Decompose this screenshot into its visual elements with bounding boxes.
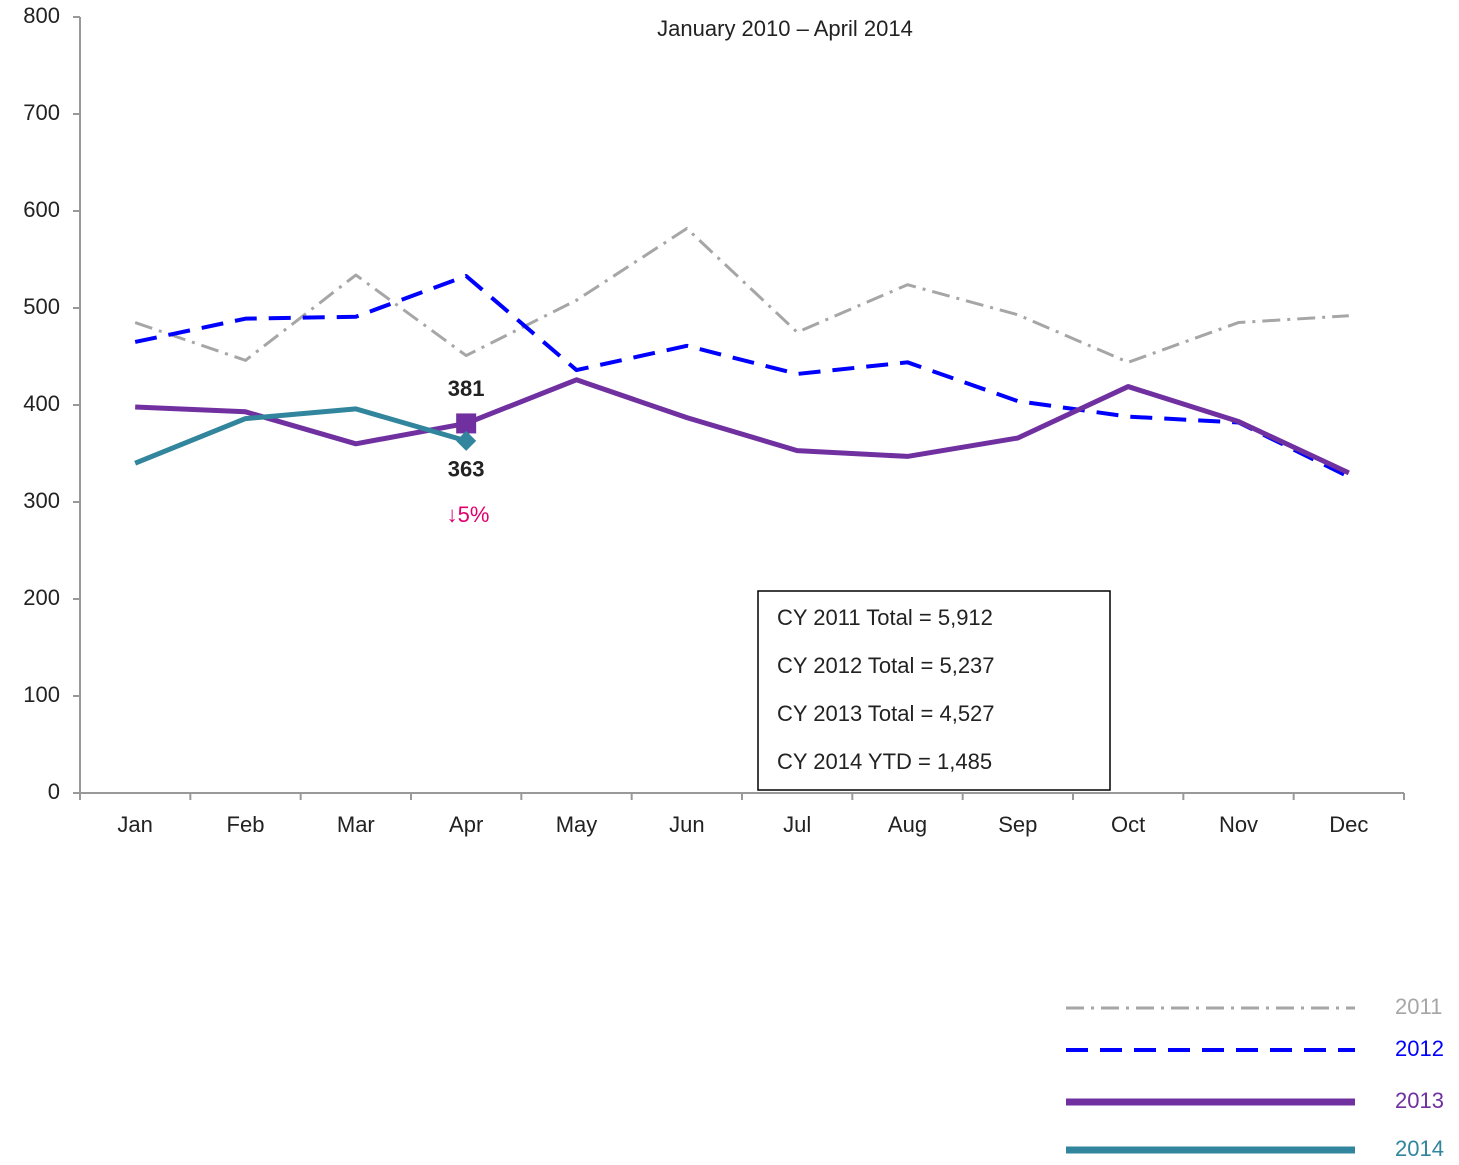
data-label: 381 (448, 376, 485, 401)
text-box-line: CY 2011 Total = 5,912 (777, 605, 993, 630)
x-tick-label: Jan (117, 812, 152, 837)
x-tick-label: Aug (888, 812, 927, 837)
x-tick-label: Dec (1329, 812, 1368, 837)
y-tick-label: 500 (23, 294, 60, 319)
y-tick-label: 400 (23, 391, 60, 416)
x-tick-label: Sep (998, 812, 1037, 837)
text-box-line: CY 2012 Total = 5,237 (777, 653, 995, 678)
legend-label: 2011 (1395, 994, 1442, 1019)
chart-title: January 2010 – April 2014 (657, 16, 913, 41)
series-line (135, 377, 1350, 476)
y-tick-label: 100 (23, 682, 60, 707)
x-tick-label: May (556, 812, 598, 837)
legend-label: 2012 (1395, 1036, 1444, 1061)
legend-label: 2014 (1395, 1136, 1444, 1161)
series-line (134, 406, 467, 466)
x-tick-label: Feb (227, 812, 265, 837)
series-line (134, 226, 1349, 364)
y-tick-label: 200 (23, 585, 60, 610)
x-tick-label: Nov (1219, 812, 1258, 837)
x-tick-label: Jul (783, 812, 811, 837)
data-label: 363 (448, 457, 485, 482)
annotation: ↓5% (447, 502, 490, 527)
x-tick-label: Jun (669, 812, 704, 837)
y-tick-label: 800 (23, 3, 60, 28)
y-tick-label: 0 (48, 779, 60, 804)
legend-label: 2013 (1395, 1088, 1444, 1113)
y-tick-label: 600 (23, 197, 60, 222)
x-tick-label: Apr (449, 812, 483, 837)
x-tick-label: Mar (337, 812, 375, 837)
text-box-line: CY 2013 Total = 4,527 (777, 701, 995, 726)
y-tick-label: 700 (23, 100, 60, 125)
y-tick-label: 300 (23, 488, 60, 513)
marker (456, 413, 477, 434)
x-tick-label: Oct (1111, 812, 1145, 837)
text-box-line: CY 2014 YTD = 1,485 (777, 749, 992, 774)
series-line (134, 273, 1350, 479)
marker (456, 430, 477, 451)
text-box (757, 590, 1111, 791)
